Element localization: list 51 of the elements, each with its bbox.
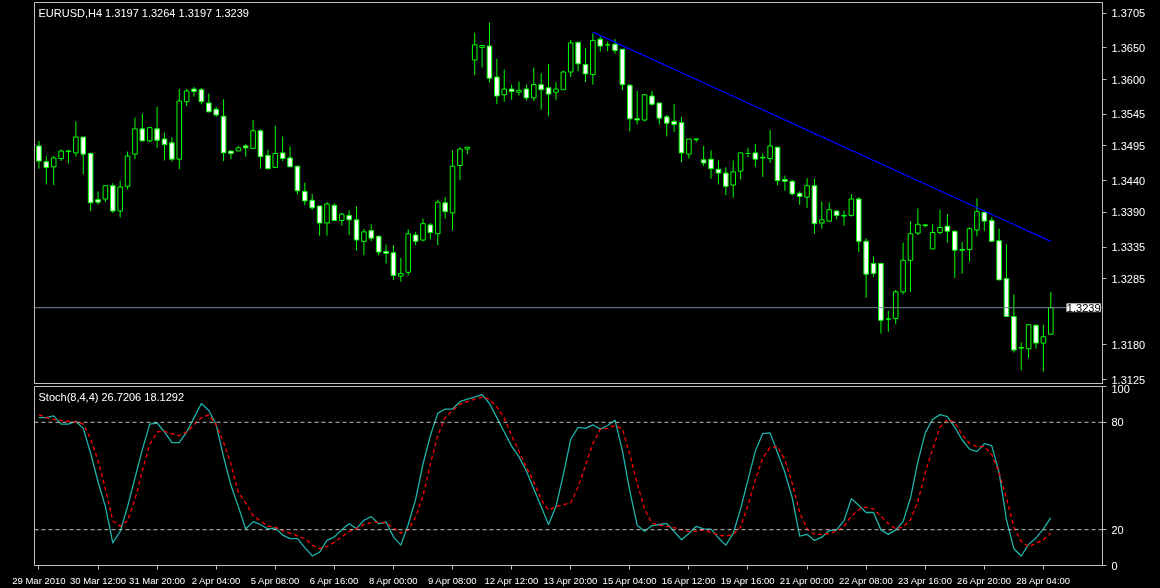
x-tick-label: 28 Apr 04:00 <box>1016 574 1071 586</box>
candlestick <box>966 226 973 263</box>
x-tick-label: 19 Apr 16:00 <box>720 574 775 586</box>
x-tick-label: 13 Apr 20:00 <box>543 574 598 586</box>
candlestick <box>457 146 463 181</box>
y-tick-label: 1.3390 <box>1111 206 1146 219</box>
y-tick-label: 1.3180 <box>1111 338 1146 351</box>
y-tick-label: 1.3285 <box>1111 272 1146 285</box>
x-tick-label: 26 Apr 20:00 <box>957 574 1012 586</box>
x-tick-label: 5 Apr 08:00 <box>250 574 300 586</box>
x-tick-label: 15 Apr 04:00 <box>602 574 657 586</box>
x-tick-label: 21 Apr 00:00 <box>779 574 834 586</box>
x-tick-label: 9 Apr 08:00 <box>427 574 477 586</box>
x-tick-label: 6 Apr 16:00 <box>309 574 359 586</box>
chart-title: EURUSD,H4 1.3197 1.3264 1.3197 1.3239 <box>38 6 249 19</box>
y-tick-label: 1.3495 <box>1111 139 1146 152</box>
y-tick-label: 1.3705 <box>1111 7 1146 20</box>
y-tick-label: 1.3600 <box>1111 73 1146 86</box>
candlestick <box>390 244 397 281</box>
y-tick-label: 1.3440 <box>1111 174 1146 187</box>
y-tick-label: 20 <box>1111 523 1124 536</box>
x-tick-label: 29 Mar 2010 <box>12 574 66 586</box>
candlestick <box>752 143 759 168</box>
ref-line-label: 1.3239 <box>1066 301 1101 314</box>
x-tick-label: 30 Mar 12:00 <box>70 574 127 586</box>
y-tick-label: 80 <box>1111 416 1124 429</box>
candlestick <box>43 155 50 185</box>
candlestick <box>848 193 855 218</box>
x-tick-label: 8 Apr 00:00 <box>368 574 418 586</box>
x-tick-label: 2 Apr 04:00 <box>191 574 241 586</box>
candlestick <box>737 152 744 180</box>
x-tick-label: 23 Apr 16:00 <box>898 574 952 586</box>
chart-title: Stoch(8,4,4) 26.7206 18.1292 <box>38 390 185 403</box>
candlestick <box>161 132 168 161</box>
candlestick <box>885 310 892 333</box>
x-tick-label: 12 Apr 12:00 <box>484 574 539 586</box>
x-tick-label: 16 Apr 12:00 <box>661 574 716 586</box>
x-tick-label: 22 Apr 08:00 <box>838 574 893 586</box>
candlestick <box>870 256 877 278</box>
y-tick-label: 1.3650 <box>1111 41 1146 54</box>
candlestick <box>582 47 589 83</box>
y-tick-label: 1.3545 <box>1111 108 1146 121</box>
y-tick-label: 0 <box>1111 559 1118 572</box>
candlestick <box>545 63 552 117</box>
candlestick <box>398 257 404 283</box>
y-tick-label: 1.3335 <box>1111 241 1146 254</box>
candlestick <box>841 209 847 227</box>
x-tick-label: 31 Mar 20:00 <box>129 574 186 586</box>
candlestick <box>715 159 722 185</box>
candlestick <box>36 140 42 170</box>
candlestick <box>353 206 360 252</box>
